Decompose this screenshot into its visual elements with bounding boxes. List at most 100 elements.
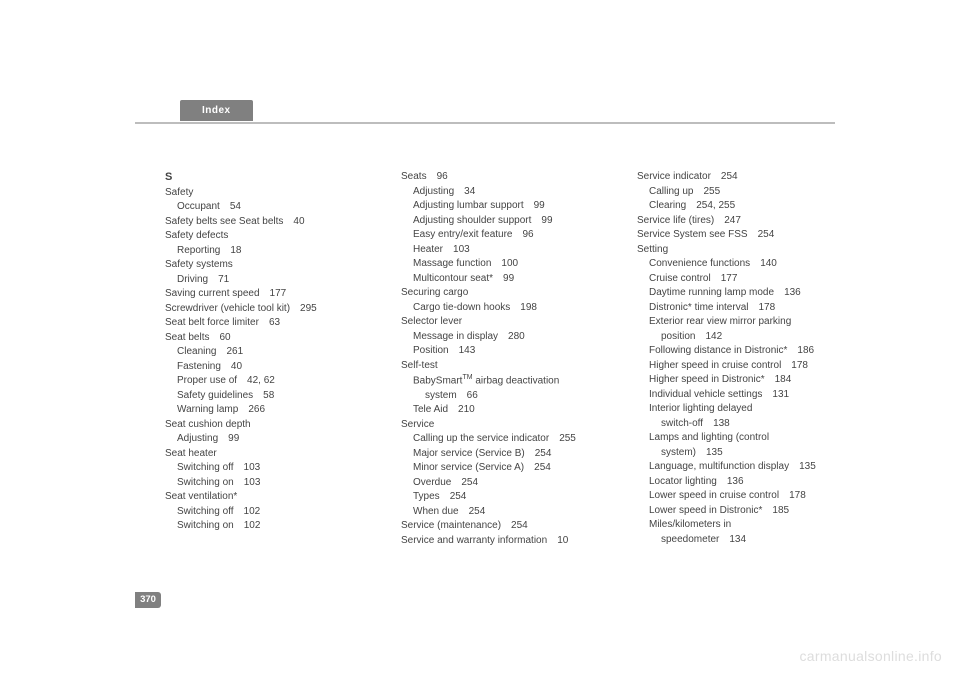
index-entry: Seat cushion depth <box>165 418 353 433</box>
index-entry: Switching off102 <box>177 505 353 520</box>
header-label: Index <box>180 100 253 121</box>
index-page-ref: 135 <box>706 447 723 458</box>
index-page-ref: 40 <box>293 216 304 227</box>
index-column-1: SSafetyOccupant54Safety belts see Seat b… <box>165 170 353 548</box>
index-entry: Interior lighting delayed <box>649 402 825 417</box>
index-page-ref: 18 <box>230 245 241 256</box>
index-entry: Saving current speed177 <box>165 287 353 302</box>
index-page-ref: 40 <box>231 361 242 372</box>
index-column-2: Seats96Adjusting34Adjusting lumbar suppo… <box>401 170 589 548</box>
index-page-ref: 71 <box>218 274 229 285</box>
index-page-ref: 60 <box>219 332 230 343</box>
index-entry: Distronic* time interval178 <box>649 301 825 316</box>
index-page-ref: 63 <box>269 317 280 328</box>
index-column-3: Service indicator254Calling up255Clearin… <box>637 170 825 548</box>
index-page-ref: 103 <box>244 462 261 473</box>
index-entry: Safety guidelines58 <box>177 389 353 404</box>
index-entry: switch-off138 <box>661 417 825 432</box>
index-entry: Miles/kilometers in <box>649 518 825 533</box>
index-page-ref: 254 <box>511 520 528 531</box>
index-entry: Calling up255 <box>649 185 825 200</box>
index-entry: Seat heater <box>165 447 353 462</box>
index-entry: Occupant54 <box>177 200 353 215</box>
index-entry: Daytime running lamp mode136 <box>649 286 825 301</box>
index-page-ref: 34 <box>464 186 475 197</box>
index-entry: Proper use of42, 62 <box>177 374 353 389</box>
index-entry: Switching on102 <box>177 519 353 534</box>
index-entry: Massage function100 <box>413 257 589 272</box>
index-page-ref: 177 <box>721 273 738 284</box>
index-page-ref: 136 <box>727 476 744 487</box>
index-page-ref: 254 <box>758 229 775 240</box>
index-entry: Language, multifunction display135 <box>649 460 825 475</box>
header-bar: Index <box>135 100 835 124</box>
index-entry: Higher speed in Distronic*184 <box>649 373 825 388</box>
index-entry: Service System see FSS254 <box>637 228 825 243</box>
index-entry: Service indicator254 <box>637 170 825 185</box>
index-page-ref: 254, 255 <box>696 200 735 211</box>
index-entry: Switching on103 <box>177 476 353 491</box>
index-entry: Minor service (Service A)254 <box>413 461 589 476</box>
index-page-ref: 136 <box>784 287 801 298</box>
index-entry: Cargo tie-down hooks198 <box>413 301 589 316</box>
index-page-ref: 96 <box>437 171 448 182</box>
index-entry: Lower speed in Distronic*185 <box>649 504 825 519</box>
index-page-ref: 178 <box>791 360 808 371</box>
index-page-ref: 255 <box>559 433 576 444</box>
index-entry: Seats96 <box>401 170 589 185</box>
index-entry: Adjusting34 <box>413 185 589 200</box>
index-entry: Position143 <box>413 344 589 359</box>
index-entry: Locator lighting136 <box>649 475 825 490</box>
index-entry: Seat belts60 <box>165 331 353 346</box>
index-page-ref: 255 <box>703 186 720 197</box>
index-entry: Major service (Service B)254 <box>413 447 589 462</box>
index-page-ref: 177 <box>270 288 287 299</box>
index-entry: Service <box>401 418 589 433</box>
index-page-ref: 254 <box>535 448 552 459</box>
index-entry: system66 <box>425 389 589 404</box>
index-entry: Safety <box>165 186 353 201</box>
index-entry: Clearing254, 255 <box>649 199 825 214</box>
index-entry: Individual vehicle settings131 <box>649 388 825 403</box>
index-entry: Adjusting99 <box>177 432 353 447</box>
index-page-ref: 99 <box>534 200 545 211</box>
index-page-ref: 100 <box>501 258 518 269</box>
index-page-ref: 103 <box>244 477 261 488</box>
index-entry: Heater103 <box>413 243 589 258</box>
index-entry: Easy entry/exit feature96 <box>413 228 589 243</box>
index-page-ref: 178 <box>789 490 806 501</box>
index-entry: Adjusting lumbar support99 <box>413 199 589 214</box>
index-page-ref: 96 <box>523 229 534 240</box>
index-page-ref: 103 <box>453 244 470 255</box>
index-entry: Cleaning261 <box>177 345 353 360</box>
index-entry: Setting <box>637 243 825 258</box>
index-entry: Securing cargo <box>401 286 589 301</box>
index-entry: Lower speed in cruise control178 <box>649 489 825 504</box>
index-entry: Seat belt force limiter63 <box>165 316 353 331</box>
watermark: carmanualsonline.info <box>800 648 943 664</box>
index-entry: Selector lever <box>401 315 589 330</box>
index-page-ref: 66 <box>467 390 478 401</box>
index-page-ref: 142 <box>705 331 722 342</box>
index-page-ref: 135 <box>799 461 816 472</box>
index-entry: Driving71 <box>177 273 353 288</box>
index-entry: Warning lamp266 <box>177 403 353 418</box>
index-page-ref: 102 <box>244 506 261 517</box>
header-underline <box>135 122 835 124</box>
index-page-ref: 131 <box>772 389 789 400</box>
index-entry: Switching off103 <box>177 461 353 476</box>
index-page-ref: 178 <box>758 302 775 313</box>
index-page-ref: 54 <box>230 201 241 212</box>
index-entry: Fastening40 <box>177 360 353 375</box>
index-entry: Exterior rear view mirror parking <box>649 315 825 330</box>
index-page-ref: 138 <box>713 418 730 429</box>
index-entry: Safety systems <box>165 258 353 273</box>
index-page-ref: 102 <box>244 520 261 531</box>
index-page-ref: 254 <box>450 491 467 502</box>
index-entry: Convenience functions140 <box>649 257 825 272</box>
index-entry: speedometer134 <box>661 533 825 548</box>
index-entry: Multicontour seat*99 <box>413 272 589 287</box>
index-entry: Self-test <box>401 359 589 374</box>
index-entry: Cruise control177 <box>649 272 825 287</box>
index-entry: system)135 <box>661 446 825 461</box>
